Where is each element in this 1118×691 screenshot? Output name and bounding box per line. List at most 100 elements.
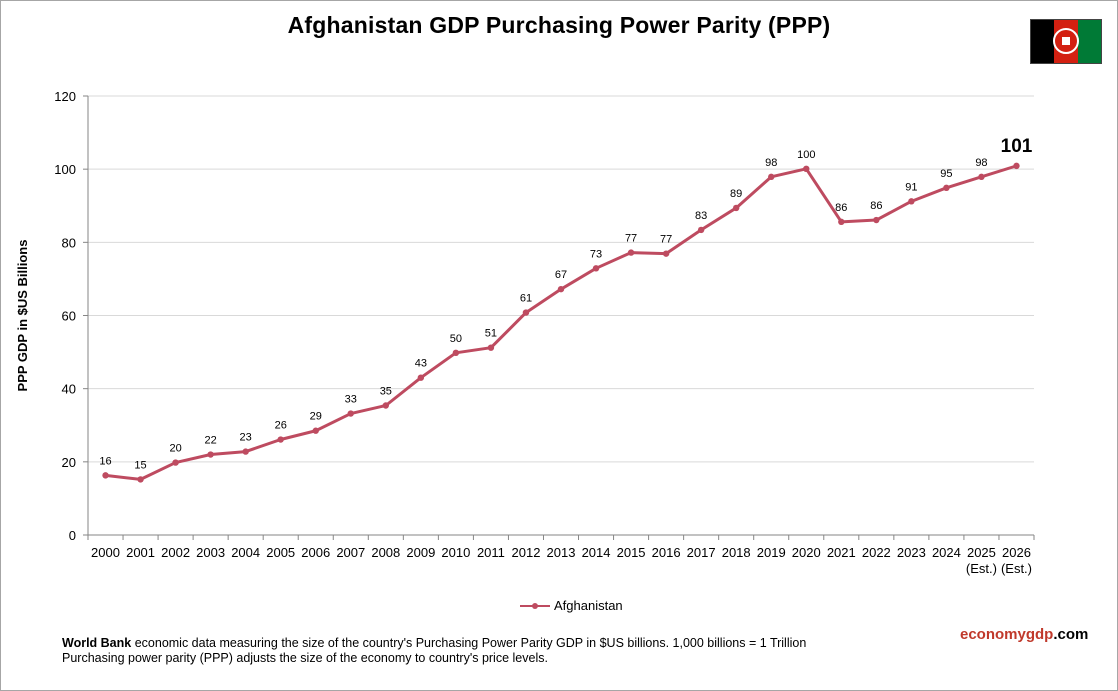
x-tick-label: 2010: [441, 545, 470, 560]
x-tick-sublabel: (Est.): [1001, 561, 1032, 576]
data-label: 15: [134, 459, 146, 471]
x-tick-label: 2000: [91, 545, 120, 560]
data-point: [768, 173, 775, 181]
data-point: [277, 436, 284, 443]
x-tick-label: 2008: [371, 545, 400, 560]
data-point: [557, 285, 565, 293]
data-point: [1013, 162, 1020, 170]
x-tick-label: 2013: [547, 545, 576, 560]
x-tick-label: 2026: [1002, 545, 1031, 560]
data-label: 89: [730, 188, 742, 200]
y-tick-label: 120: [54, 89, 76, 104]
x-tick-label: 2018: [722, 545, 751, 560]
data-label: 29: [310, 411, 322, 423]
data-label: 86: [835, 202, 847, 214]
data-point: [347, 410, 354, 417]
y-tick-label: 80: [62, 235, 76, 250]
footer-line1: economic data measuring the size of the …: [131, 636, 807, 650]
x-tick-label: 2015: [617, 545, 646, 560]
x-tick-label: 2003: [196, 545, 225, 560]
data-point: [312, 427, 319, 434]
data-label: 98: [975, 157, 987, 169]
y-tick-label: 40: [62, 382, 76, 397]
legend-label: Afghanistan: [554, 598, 623, 613]
data-label: 43: [415, 358, 427, 370]
data-point: [207, 451, 214, 458]
y-tick-label: 20: [62, 455, 76, 470]
data-label: 67: [555, 269, 567, 281]
x-tick-label: 2007: [336, 545, 365, 560]
data-point: [522, 309, 530, 316]
data-point: [943, 184, 950, 192]
data-point: [102, 472, 109, 479]
data-label: 77: [625, 233, 637, 245]
data-label: 33: [345, 394, 357, 406]
data-label: 101: [1001, 136, 1033, 157]
data-point: [627, 249, 635, 256]
data-point: [172, 459, 179, 466]
afghanistan-flag-icon: [1030, 19, 1102, 64]
data-label: 83: [695, 210, 707, 222]
x-tick-label: 2011: [477, 545, 505, 560]
data-point: [803, 165, 810, 173]
x-tick-label: 2002: [161, 545, 190, 560]
data-point: [873, 216, 880, 224]
data-label: 61: [520, 293, 532, 305]
x-tick-label: 2009: [406, 545, 435, 560]
chart-title: Afghanistan GDP Purchasing Power Parity …: [287, 12, 831, 38]
brand-logo: economygdp.com: [960, 626, 1089, 643]
data-label: 16: [99, 455, 111, 467]
data-point: [662, 250, 670, 257]
x-tick-label: 2024: [932, 545, 961, 560]
data-label: 86: [870, 200, 882, 212]
data-point: [417, 374, 425, 381]
data-label: 35: [380, 385, 392, 397]
data-label: 100: [797, 149, 815, 161]
x-tick-label: 2001: [126, 545, 155, 560]
data-label: 22: [205, 435, 217, 447]
x-tick-label: 2006: [301, 545, 330, 560]
data-label: 73: [590, 248, 602, 260]
data-point: [697, 226, 705, 234]
footer-note: World Bank economic data measuring the s…: [62, 636, 806, 666]
footer-line2: Purchasing power parity (PPP) adjusts th…: [62, 651, 548, 665]
data-label: 98: [765, 157, 777, 169]
footer-source: World Bank: [62, 636, 132, 650]
data-label: 95: [940, 168, 952, 180]
data-point: [137, 476, 144, 483]
x-tick-label: 2017: [687, 545, 716, 560]
data-point: [838, 218, 845, 226]
legend: Afghanistan: [520, 598, 623, 613]
x-tick-sublabel: (Est.): [966, 561, 997, 576]
data-label: 50: [450, 333, 462, 345]
data-point: [452, 349, 460, 357]
x-tick-label: 2021: [827, 545, 856, 560]
legend-swatch: [520, 602, 550, 609]
x-tick-label: 2014: [582, 545, 611, 560]
x-tick-label: 2023: [897, 545, 926, 560]
data-point: [978, 173, 985, 181]
data-label: 20: [169, 443, 181, 455]
x-tick-label: 2005: [266, 545, 295, 560]
y-axis-label: PPP GDP in $US Billions: [15, 240, 30, 392]
x-tick-label: 2019: [757, 545, 786, 560]
data-point: [592, 265, 600, 272]
y-tick-label: 0: [69, 528, 76, 543]
x-tick-label: 2022: [862, 545, 891, 560]
x-tick-label: 2012: [512, 545, 541, 560]
x-tick-label: 2004: [231, 545, 260, 560]
data-label: 26: [275, 420, 287, 432]
data-point: [382, 402, 390, 409]
x-tick-label: 2016: [652, 545, 681, 560]
y-tick-label: 100: [54, 162, 76, 177]
x-tick-label: 2025: [967, 545, 996, 560]
data-point: [487, 344, 495, 351]
data-label: 51: [485, 328, 497, 340]
data-point: [908, 198, 915, 205]
data-label: 77: [660, 234, 672, 246]
data-label: 23: [240, 432, 252, 444]
data-point: [732, 204, 740, 212]
data-point: [242, 448, 249, 455]
data-label: 91: [905, 181, 917, 193]
